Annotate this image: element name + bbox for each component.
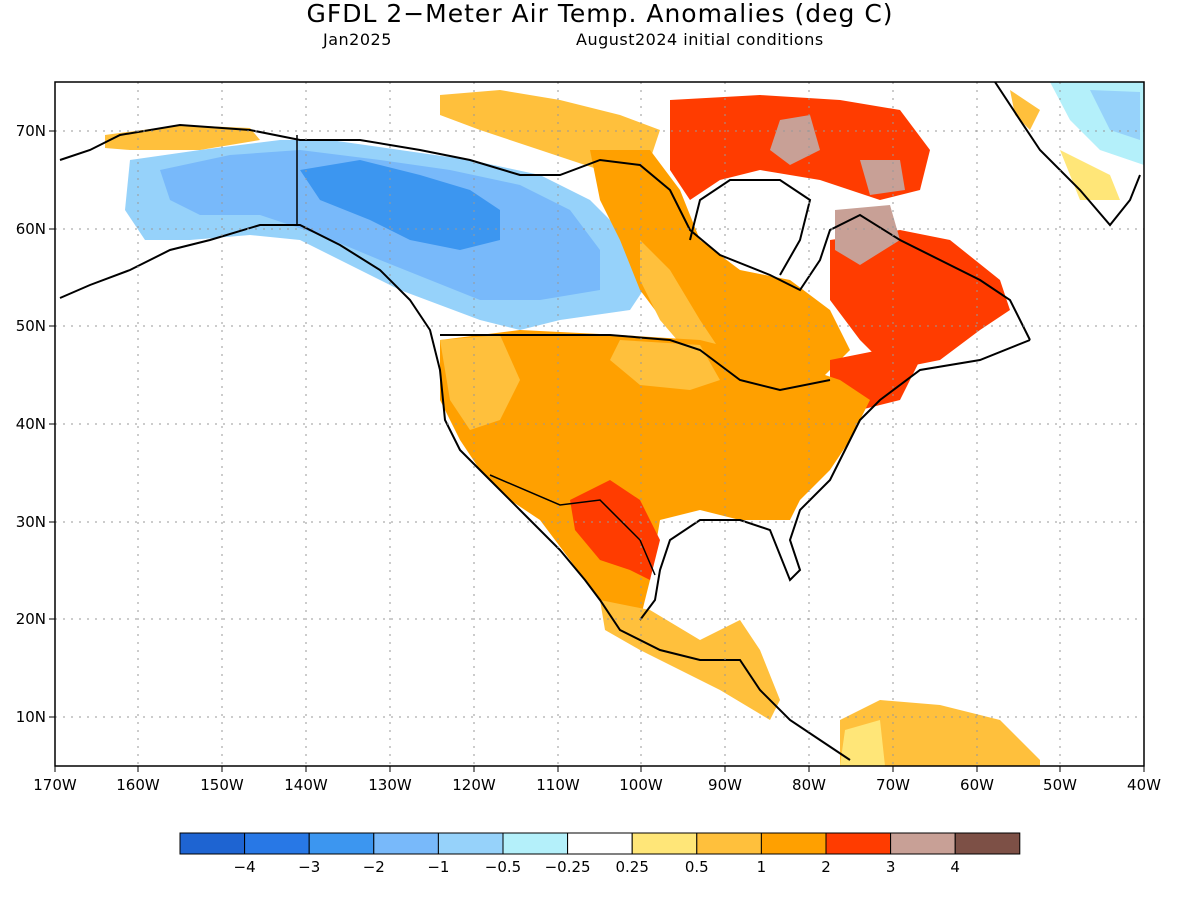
colorbar-label: 0.5 [685,858,709,876]
map-title: GFDL 2−Meter Air Temp. Anomalies (deg C) [306,0,894,28]
greenland-cold-core [1090,90,1140,140]
lat-label: 40N [16,415,46,433]
colorbar-swatch [373,832,439,855]
lon-label: 60W [960,776,994,794]
very-hot-baffin-2 [860,160,905,195]
lat-label: 30N [16,513,46,531]
graticule [55,82,1144,766]
very-hot-baffin [770,115,820,165]
colorbar-swatch [567,832,633,855]
tick-marks [49,130,1145,772]
valid-month: Jan2025 [323,30,392,49]
lon-label: 100W [619,776,663,794]
colorbar-swatch [631,832,698,855]
colorbar-label: 4 [950,858,960,876]
lon-label: 40W [1127,776,1161,794]
colorbar-swatch [502,832,569,855]
colorbar-swatch [308,832,375,855]
colorbar-label: 2 [821,858,831,876]
greenland-coast [994,82,1141,227]
southamerica-warm [840,700,1040,766]
lat-label: 50N [16,317,46,335]
us-warm-light-mw [610,340,720,390]
lat-label: 60N [16,220,46,238]
lon-label: 70W [876,776,910,794]
colorbar-swatch [825,832,892,855]
gulf-east-coast [639,339,1031,621]
colorbar-swatch [437,832,504,855]
colorbar-label: −3 [298,858,320,876]
hot-quebec [830,230,1010,370]
colorbar-swatch [760,832,827,855]
anomaly-shading [105,82,1144,766]
mexico-warm [600,600,780,720]
lat-label: 10N [16,708,46,726]
colorbar-label: 1 [757,858,767,876]
us-warm-light-west [440,335,520,430]
lat-label: 20N [16,610,46,628]
colorbar-swatch [179,832,246,855]
southamerica-light [840,720,885,766]
us-canada-border [440,334,831,392]
colorbar-label: 3 [886,858,896,876]
lon-label: 150W [200,776,244,794]
lon-label: 110W [536,776,580,794]
texas-hot [570,480,660,580]
colorbar-label: −0.25 [545,858,591,876]
colorbar-label: −4 [234,858,256,876]
greenland-warm-2 [1010,90,1040,130]
lon-label: 130W [368,776,412,794]
cold-region-core [300,160,500,250]
warm-band-central-canada [590,150,850,400]
colorbar-label: −1 [427,858,449,876]
lon-label: 90W [708,776,742,794]
longitude-labels: 170W 160W 150W 140W 130W 120W 110W 100W … [33,776,1161,794]
lon-label: 140W [284,776,328,794]
lon-label: 160W [116,776,160,794]
lon-label: 50W [1043,776,1077,794]
lat-label: 70N [16,122,46,140]
lon-label: 170W [33,776,77,794]
colorbar-label: −0.5 [485,858,521,876]
warm-band-light [640,240,720,355]
us-mexico-border [489,474,656,576]
colorbar: −4 −3 −2 −1 −0.5 −0.25 0.25 0.5 1 2 3 4 [179,832,1021,876]
colorbar-label: −2 [363,858,385,876]
us-warm-main [440,330,870,620]
colorbar-swatch [244,832,310,855]
latitude-labels: 70N 60N 50N 40N 30N 20N 10N [16,122,46,726]
lon-label: 80W [792,776,826,794]
north-america-coast [59,224,851,761]
hudson-bay [689,179,812,276]
colorbar-swatch [954,832,1021,855]
lon-label: 120W [452,776,496,794]
colorbar-label: 0.25 [615,858,648,876]
colorbar-swatch [696,832,762,855]
greenland-warm [1060,150,1120,200]
coastlines [59,82,1141,761]
colorbar-swatch [890,832,956,855]
initial-conditions: August2024 initial conditions [576,30,824,49]
